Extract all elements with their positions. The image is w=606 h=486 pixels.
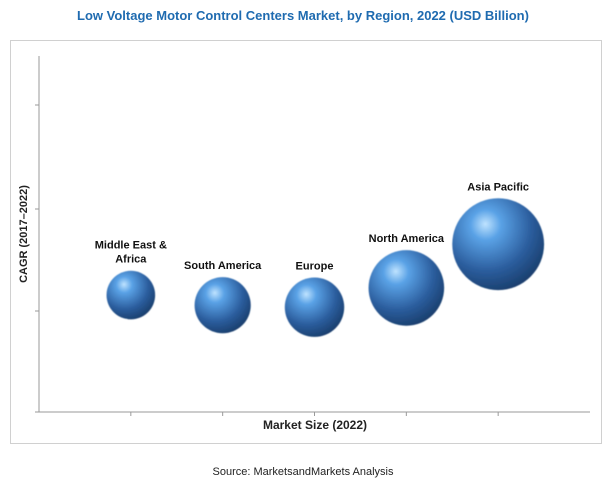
- x-axis-label: Market Size (2022): [263, 418, 367, 432]
- bubble: [106, 270, 156, 320]
- bubble-labels: Middle East & Africa South America Europe No…: [95, 181, 529, 272]
- y-axis-label: CAGR (2017–2022): [18, 185, 30, 283]
- bubble-label: Middle East & Africa: [95, 240, 167, 266]
- bubble-label: Asia Pacific: [467, 181, 529, 193]
- x-axis-ticks: [130, 412, 499, 416]
- chart-frame: [10, 40, 602, 444]
- bubble: [452, 198, 545, 291]
- bubble-label: South America: [184, 260, 262, 272]
- y-axis-ticks: [35, 104, 39, 413]
- bubble: [194, 277, 251, 334]
- bubble-label: North America: [369, 233, 445, 245]
- bubble: [284, 277, 345, 337]
- bubble-label: Europe: [296, 261, 334, 273]
- chart-title: Low Voltage Motor Control Centers Market…: [77, 8, 529, 23]
- source-note: Source: MarketsandMarkets Analysis: [212, 466, 394, 478]
- bubbles: [106, 198, 545, 337]
- bubble: [368, 250, 445, 326]
